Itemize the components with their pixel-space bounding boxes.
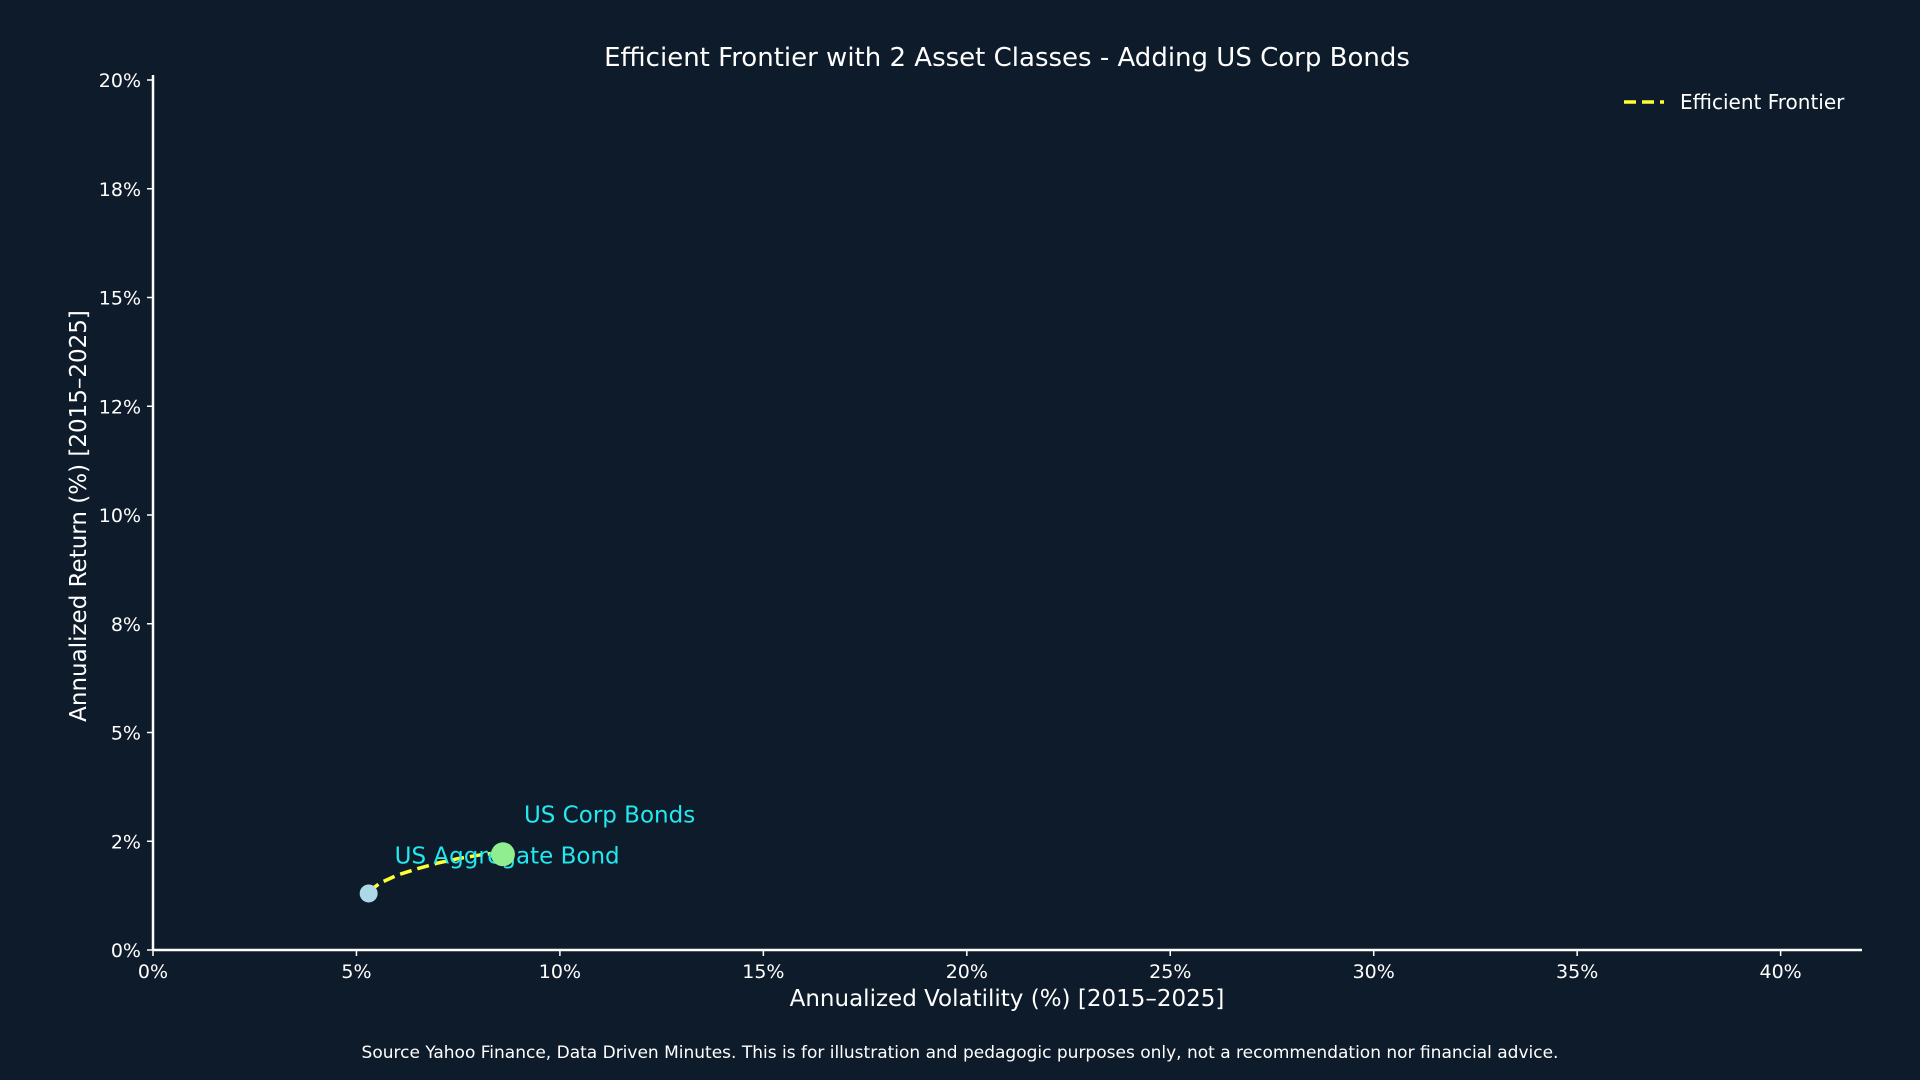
x-tick-label: 25% bbox=[1149, 961, 1191, 983]
asset-point bbox=[490, 842, 515, 867]
y-tick-label: 12% bbox=[99, 396, 141, 418]
y-tick-label: 15% bbox=[99, 288, 141, 310]
y-tick-label: 10% bbox=[99, 505, 141, 527]
y-axis-label: Annualized Return (%) [2015–2025] bbox=[66, 310, 92, 722]
x-tick-label: 5% bbox=[341, 961, 371, 983]
x-tick-label: 10% bbox=[539, 961, 581, 983]
x-tick-label: 20% bbox=[946, 961, 988, 983]
legend-label: Efficient Frontier bbox=[1680, 90, 1845, 114]
asset-point bbox=[359, 884, 378, 903]
y-tick-label: 8% bbox=[111, 614, 141, 636]
x-tick-label: 40% bbox=[1760, 961, 1802, 983]
x-tick-label: 15% bbox=[742, 961, 784, 983]
y-tick-label: 18% bbox=[99, 179, 141, 201]
asset-point-label: US Corp Bonds bbox=[524, 802, 695, 828]
chart-title: Efficient Frontier with 2 Asset Classes … bbox=[604, 43, 1410, 73]
y-tick-label: 5% bbox=[111, 723, 141, 745]
x-tick-label: 30% bbox=[1353, 961, 1395, 983]
ticks: 0% 5% 10% 15% 20% 25% 30% 35% 40% 0% 2% 5% 8% 10% 12% 1… bbox=[99, 70, 1802, 983]
y-tick-label: 0% bbox=[111, 940, 141, 962]
source-note: Source Yahoo Finance, Data Driven Minute… bbox=[362, 1043, 1559, 1063]
efficient-frontier-line bbox=[367, 850, 504, 893]
x-tick-label: 0% bbox=[138, 961, 168, 983]
y-tick-label: 20% bbox=[99, 70, 141, 92]
x-tick-label: 35% bbox=[1556, 961, 1598, 983]
legend: Efficient Frontier bbox=[1624, 90, 1845, 114]
series-layer bbox=[367, 850, 504, 893]
x-axis-label: Annualized Volatility (%) [2015–2025] bbox=[790, 986, 1225, 1012]
y-tick-label: 2% bbox=[111, 831, 141, 853]
axes bbox=[151, 75, 1862, 952]
